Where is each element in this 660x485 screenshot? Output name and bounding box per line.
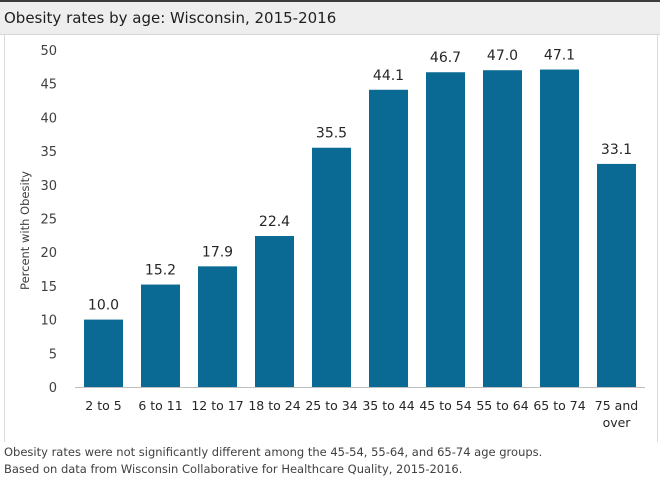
bar-chart: Percent with Obesity 0 5 10 15 20 25 30 35 40 45 50… bbox=[18, 44, 645, 430]
y-tick-label: 45 bbox=[40, 78, 57, 93]
bar bbox=[312, 147, 351, 387]
y-tick-label: 10 bbox=[40, 314, 57, 329]
y-tick-label: 15 bbox=[40, 280, 57, 295]
chart-area: Percent with Obesity 0 5 10 15 20 25 30 35 40 45 50… bbox=[4, 34, 658, 442]
x-tick-label: 55 to 64 bbox=[476, 398, 528, 413]
bar bbox=[483, 70, 522, 387]
x-tick-label: over bbox=[603, 415, 632, 430]
bar bbox=[597, 163, 636, 387]
x-tick-label: 25 to 34 bbox=[305, 398, 357, 413]
y-axis-title: Percent with Obesity bbox=[18, 171, 32, 290]
y-tick-label: 30 bbox=[40, 179, 57, 194]
bar bbox=[84, 319, 123, 387]
x-tick-label: 2 to 5 bbox=[85, 398, 121, 413]
data-label: 47.1 bbox=[544, 48, 575, 64]
data-label: 47.0 bbox=[487, 48, 518, 64]
footnote-significance: Obesity rates were not significantly dif… bbox=[4, 445, 543, 459]
window-top-edge bbox=[0, 0, 660, 2]
data-label: 10.0 bbox=[88, 298, 119, 314]
data-label: 44.1 bbox=[373, 68, 404, 84]
footnote-source: Based on data from Wisconsin Collaborati… bbox=[4, 462, 463, 476]
y-tick-label: 25 bbox=[40, 213, 57, 228]
y-tick-label: 50 bbox=[40, 44, 57, 59]
bar bbox=[141, 284, 180, 387]
y-tick-label: 5 bbox=[49, 347, 57, 362]
data-label: 15.2 bbox=[145, 263, 176, 279]
bar bbox=[255, 236, 294, 387]
data-label: 17.9 bbox=[202, 244, 233, 260]
y-tick-label: 0 bbox=[49, 381, 57, 396]
chart-title: Obesity rates by age: Wisconsin, 2015-20… bbox=[4, 9, 337, 27]
x-tick-label: 75 and bbox=[595, 398, 638, 413]
y-tick-label: 40 bbox=[40, 111, 57, 126]
y-tick-label: 35 bbox=[40, 145, 57, 160]
data-label: 46.7 bbox=[430, 50, 461, 66]
x-tick-label: 35 to 44 bbox=[362, 398, 414, 413]
x-tick-label: 45 to 54 bbox=[419, 398, 471, 413]
x-tick-label: 12 to 17 bbox=[191, 398, 243, 413]
x-tick-label: 18 to 24 bbox=[248, 398, 300, 413]
data-label: 33.1 bbox=[601, 142, 632, 158]
bar bbox=[198, 266, 237, 387]
bar bbox=[369, 89, 408, 388]
data-label: 35.5 bbox=[316, 126, 347, 142]
bar bbox=[426, 72, 465, 387]
y-tick-label: 20 bbox=[40, 246, 57, 261]
title-bar: Obesity rates by age: Wisconsin, 2015-20… bbox=[0, 0, 660, 35]
bar bbox=[540, 69, 579, 387]
data-label: 22.4 bbox=[259, 214, 290, 230]
x-tick-label: 65 to 74 bbox=[533, 398, 585, 413]
x-tick-label: 6 to 11 bbox=[138, 398, 182, 413]
footnotes: Obesity rates were not significantly dif… bbox=[4, 444, 656, 478]
